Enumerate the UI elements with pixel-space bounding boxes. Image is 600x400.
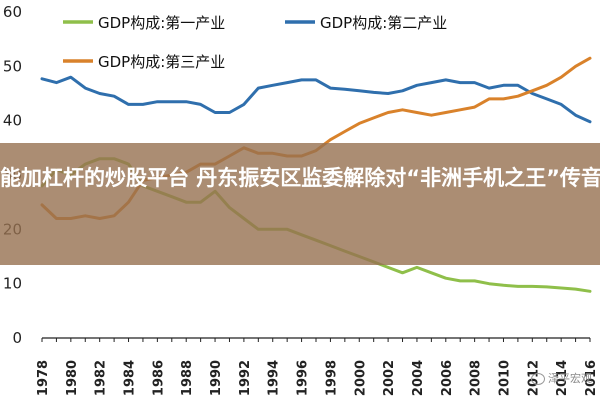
- legend-label: GDP构成:第三产业: [98, 53, 225, 71]
- x-tick-label: 2014: [555, 360, 570, 396]
- wechat-icon: [531, 373, 545, 385]
- y-tick-label: 40: [3, 112, 22, 130]
- watermark-text: 泽平宏观: [548, 372, 592, 385]
- series-line-2: [40, 75, 592, 124]
- legend: GDP构成:第一产业 GDP构成:第二产业 GDP构成:第三产业: [63, 14, 447, 71]
- x-tick-label: 2002: [382, 360, 397, 396]
- y-tick-label: 60: [3, 3, 22, 21]
- legend-label: GDP构成:第一产业: [98, 14, 225, 32]
- x-tick-label: 1998: [324, 360, 339, 396]
- x-tick-label: 1980: [65, 360, 80, 396]
- x-tick-label: 1990: [209, 360, 224, 396]
- headline-title: 能加杠杆的炒股平台 丹东振安区监委解除对“非洲手机之王”传音控股财务负责人留置，…: [0, 166, 600, 190]
- x-tick-label: 1986: [151, 360, 166, 396]
- x-tick-label: 1994: [267, 360, 282, 396]
- x-tick-label: 2006: [440, 360, 455, 396]
- watermark: 泽平宏观: [531, 370, 592, 386]
- legend-label: GDP构成:第二产业: [320, 14, 447, 32]
- x-tick-label: 2016: [584, 360, 599, 396]
- x-tick-label: 2000: [353, 360, 368, 396]
- y-tick-label: 10: [3, 275, 22, 293]
- x-tick-label: 1982: [94, 360, 109, 396]
- x-tick-label: 1978: [36, 360, 51, 396]
- headline-banner: [0, 143, 600, 265]
- x-tick-label: 2004: [411, 360, 426, 396]
- x-axis: 1978 1980 1982 1984 1986 1988 1990 1992 1994 1996…: [36, 337, 599, 396]
- x-tick-label: 1988: [180, 360, 195, 396]
- y-tick-label: 0: [12, 329, 22, 347]
- y-tick-label: 50: [3, 57, 22, 75]
- x-tick-label: 1992: [238, 360, 253, 396]
- x-tick-label: 1996: [296, 360, 311, 396]
- x-tick-label: 2010: [497, 360, 512, 396]
- x-tick-label: 1984: [123, 360, 138, 396]
- x-tick-label: 2008: [469, 360, 484, 396]
